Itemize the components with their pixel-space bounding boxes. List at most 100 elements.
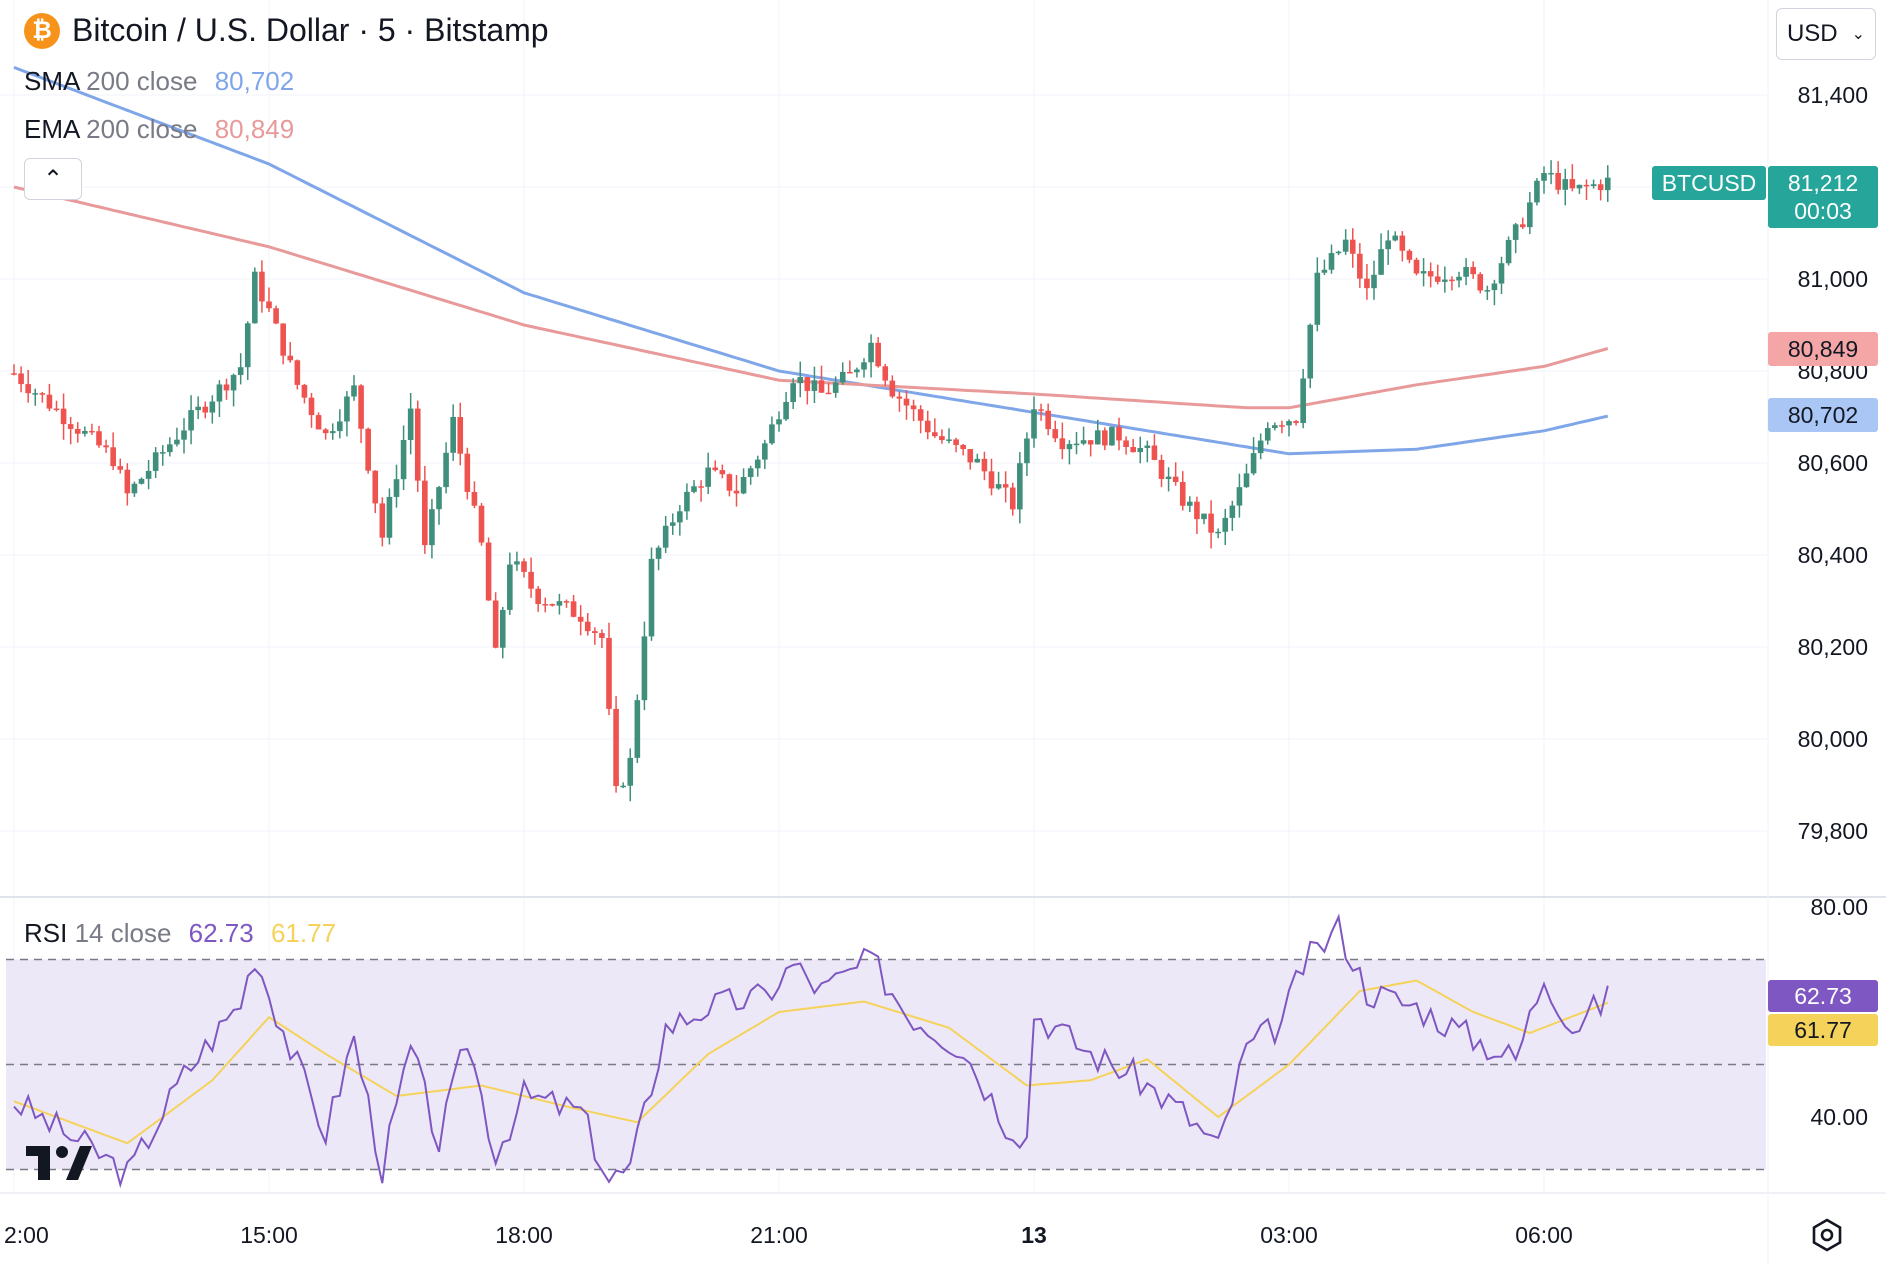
candle-body (740, 476, 747, 494)
rsi-legend[interactable]: RSI 14 close 62.73 61.77 (24, 918, 336, 949)
price-tick-label: 79,800 (1798, 818, 1868, 844)
candle-body (1158, 459, 1165, 480)
chevron-up-icon: ⌃ (42, 165, 64, 193)
candle-body (1222, 517, 1229, 532)
candle-body (1172, 476, 1179, 482)
candle-body (89, 430, 95, 433)
candle-body (407, 408, 414, 441)
tradingview-logo[interactable] (26, 1146, 92, 1180)
candle-body (351, 385, 357, 397)
candle-body (1109, 426, 1115, 446)
candle-body (259, 271, 265, 302)
candle-body (1491, 283, 1498, 291)
candle-body (1420, 271, 1427, 274)
candle-body (981, 458, 988, 472)
candle-body (252, 271, 258, 324)
candle-body (662, 525, 669, 548)
candle-body (762, 443, 768, 460)
chart-title[interactable]: Bitcoin / U.S. Dollar · 5 · Bitstamp (72, 12, 549, 48)
candle-body (556, 601, 563, 606)
candle-body (1094, 430, 1101, 445)
candle-body (797, 377, 804, 384)
settings-icon[interactable] (1810, 1218, 1844, 1252)
candle-body (570, 601, 577, 617)
candle-body (1307, 324, 1314, 379)
candle-body (138, 478, 145, 484)
candle-body (386, 496, 393, 538)
candle-body (910, 405, 917, 410)
candle-body (1187, 501, 1193, 506)
candle-body (903, 398, 910, 406)
currency-select[interactable]: USD ⌄ (1776, 8, 1876, 60)
candle-body (344, 396, 350, 422)
candle-body (315, 415, 322, 430)
candle-body (1286, 421, 1292, 426)
candle-body (1314, 272, 1321, 325)
rsi-value-badge: 62.73 (1768, 980, 1878, 1012)
candle-body (1562, 179, 1569, 190)
candle-body (1335, 251, 1342, 254)
candle-body (1519, 224, 1526, 228)
candle-body (1576, 184, 1583, 189)
candle-body (776, 419, 782, 425)
candle-body (634, 700, 641, 758)
candle-body (1449, 279, 1455, 282)
last-price: 81,212 (1787, 170, 1859, 196)
candle-body (429, 509, 435, 546)
rsi-params: 14 close (74, 918, 172, 948)
candle-body (1590, 184, 1597, 187)
ema-legend[interactable]: EMA 200 close 80,849 (24, 114, 294, 145)
candle-body (1328, 253, 1335, 270)
candle-body (1229, 505, 1236, 518)
candle-body (924, 420, 931, 433)
candle-body (1364, 278, 1370, 289)
candle-body (1300, 378, 1306, 423)
sma-legend[interactable]: SMA 200 close 80,702 (24, 66, 294, 97)
candle-body (839, 371, 846, 383)
candle-body (599, 632, 605, 638)
candle-body (754, 459, 761, 469)
candle-body (46, 394, 53, 409)
candle-body (372, 470, 379, 504)
sma-value: 80,702 (214, 66, 295, 96)
candle-body (1498, 263, 1505, 284)
candle-body (308, 397, 315, 416)
time-tick-label: 06:00 (1515, 1222, 1573, 1248)
collapse-legend-button[interactable]: ⌃ (24, 158, 82, 200)
candle-body (1059, 438, 1066, 450)
candle-body (18, 373, 24, 385)
candle-body (230, 374, 237, 391)
candle-body (1031, 409, 1037, 439)
candle-body (747, 468, 754, 477)
candle-body (726, 474, 733, 491)
candle-body (917, 409, 924, 421)
candle-body (60, 408, 67, 425)
candle-body (244, 323, 251, 368)
candle-body (648, 558, 655, 637)
time-tick-label: 13 (1021, 1222, 1047, 1248)
candle-body (393, 479, 400, 497)
candle-body (1484, 290, 1491, 292)
candle-body (1406, 250, 1413, 260)
candle-body (1427, 271, 1434, 277)
rsi-band (6, 958, 1766, 1171)
candle-body (1413, 259, 1420, 274)
candle-body (280, 323, 286, 356)
candle-body (1597, 184, 1604, 191)
candle-body (1066, 444, 1073, 450)
candle-body (627, 757, 634, 786)
candle-body (1264, 428, 1271, 441)
candle-body (103, 445, 109, 448)
candle-body (1073, 443, 1080, 446)
candle-body (74, 428, 81, 434)
candle-body (471, 491, 478, 506)
time-tick-label: 2:00 (4, 1222, 49, 1248)
candle-body (1052, 429, 1059, 439)
candle-body (266, 301, 272, 309)
candle-body (620, 785, 626, 788)
candle-body (1279, 425, 1285, 427)
candle-body (1165, 476, 1172, 480)
candle-body (804, 377, 811, 391)
rsi-ma-line (13, 979, 1609, 1145)
